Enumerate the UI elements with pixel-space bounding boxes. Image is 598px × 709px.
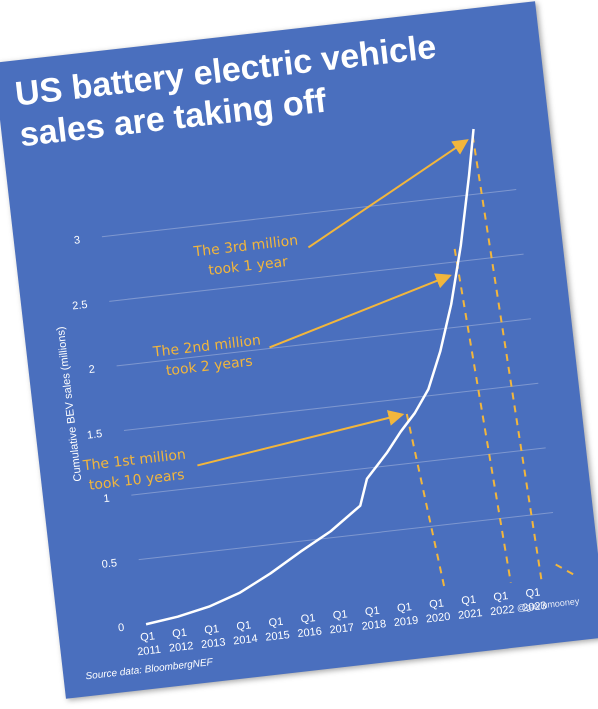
x-tick-quarter: Q1	[461, 594, 477, 608]
gridline	[109, 253, 524, 302]
reference-dashed-line	[555, 563, 576, 577]
reference-dashed-line	[453, 248, 512, 583]
x-tick-year: 2018	[361, 618, 387, 633]
x-tick-quarter: Q1	[140, 630, 156, 644]
y-tick-label: 2	[88, 363, 95, 376]
x-tick-quarter: Q1	[525, 586, 541, 600]
y-tick-label: 1.5	[86, 428, 103, 442]
x-tick-quarter: Q1	[493, 590, 509, 604]
x-tick-quarter: Q1	[268, 616, 284, 630]
x-tick-year: 2012	[168, 640, 194, 655]
x-tick-quarter: Q1	[332, 608, 348, 622]
x-tick-year: 2023	[522, 600, 548, 615]
gridline	[123, 382, 539, 431]
annotation-arrow	[307, 139, 469, 249]
x-tick-quarter: Q1	[364, 605, 380, 619]
x-tick-year: 2019	[393, 614, 419, 629]
annotation-arrow	[269, 273, 452, 349]
x-tick-year: 2013	[201, 636, 227, 651]
x-tick-year: 2014	[233, 633, 259, 648]
annotation-text-line2: took 1 year	[208, 254, 289, 279]
x-tick-quarter: Q1	[429, 597, 445, 611]
x-tick-quarter: Q1	[204, 623, 220, 637]
x-tick-year: 2021	[457, 607, 483, 622]
annotation-arrow	[197, 410, 405, 467]
y-axis-label: Cumulative BEV sales (millions)	[55, 326, 85, 482]
x-tick-quarter: Q1	[172, 627, 188, 641]
x-tick-year: 2015	[265, 629, 291, 644]
y-tick-label: 0.5	[101, 557, 118, 571]
gridline	[131, 447, 546, 496]
reference-dashed-line	[471, 135, 543, 580]
y-tick-label: 1	[103, 493, 110, 506]
series-line	[145, 128, 475, 626]
x-tick-quarter: Q1	[300, 612, 316, 626]
gridline	[116, 318, 531, 367]
x-tick-year: 2017	[329, 622, 355, 637]
x-tick-year: 2022	[490, 603, 516, 618]
x-tick-quarter: Q1	[236, 619, 252, 633]
x-tick-year: 2011	[137, 644, 162, 659]
gridline	[101, 189, 517, 238]
gridline	[138, 511, 554, 561]
reference-dashed-line	[405, 413, 446, 591]
y-tick-label: 2.5	[72, 299, 89, 313]
x-tick-quarter: Q1	[396, 601, 412, 615]
y-tick-label: 3	[73, 234, 80, 247]
x-tick-year: 2020	[425, 611, 451, 626]
x-tick-year: 2016	[297, 625, 323, 640]
y-tick-label: 0	[118, 622, 125, 635]
